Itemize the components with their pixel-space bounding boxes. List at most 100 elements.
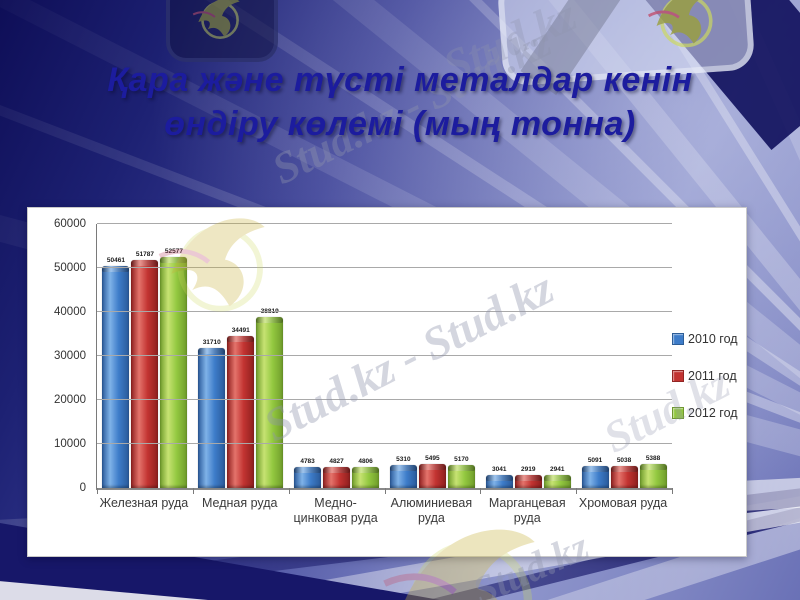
bar-value-label: 51787 — [135, 251, 154, 259]
bar — [639, 464, 667, 488]
bar-group: 50461 51787 52577 — [97, 224, 193, 488]
x-axis-tick — [672, 488, 673, 494]
gridline — [97, 443, 672, 444]
gridline — [97, 267, 672, 268]
bar-wrap: 5495 — [418, 454, 446, 488]
x-axis-category-label: Железная руда — [99, 496, 189, 510]
bar — [198, 348, 226, 488]
bar-value-label: 5091 — [587, 456, 603, 464]
bar — [102, 265, 130, 488]
bar-value-label: 2919 — [520, 466, 536, 474]
bar-wrap: 5038 — [610, 456, 638, 488]
bar-top-cap — [543, 475, 571, 482]
gridline — [97, 355, 672, 356]
legend-marker-icon — [672, 333, 684, 345]
bar — [447, 465, 475, 488]
y-axis-tick-label: 30000 — [54, 350, 86, 362]
bar — [352, 466, 380, 488]
bar-group: 5091 5038 5388 — [576, 224, 672, 488]
bar-top-cap — [323, 466, 351, 473]
y-axis-tick-label: 40000 — [54, 306, 86, 318]
bar — [227, 336, 255, 488]
plot-area: 5046151787525773171034491388194783482748… — [96, 223, 673, 494]
bar-top-cap — [514, 475, 542, 482]
x-axis-labels: Железная руда Медная руда Медно-цинковая р… — [96, 496, 671, 526]
legend-item: 2010 год — [672, 332, 746, 346]
bar — [543, 475, 571, 488]
bar — [256, 317, 284, 488]
x-axis-category-label: Марганцевая руда — [488, 496, 566, 525]
gridline — [97, 223, 672, 224]
bar-value-label: 31710 — [202, 339, 221, 347]
chart-legend: 2010 год 2011 год 2012 год — [672, 332, 746, 420]
bar — [389, 464, 417, 488]
bar-value-label: 5170 — [454, 456, 469, 464]
bar — [294, 466, 322, 488]
y-axis-tick-label: 10000 — [54, 438, 86, 450]
bar-wrap: 31710 — [198, 339, 226, 488]
x-axis-tick — [192, 488, 194, 494]
bar-value-label: 4827 — [329, 457, 344, 465]
bar-top-cap — [389, 464, 417, 471]
x-axis-tick — [384, 488, 386, 494]
bar-top-cap — [581, 465, 609, 472]
bar-value-label: 34491 — [231, 327, 250, 335]
bar-wrap: 5310 — [389, 456, 417, 488]
bar-top-cap — [256, 317, 284, 324]
legend-label: 2010 год — [688, 332, 738, 346]
bar-wrap: 5091 — [581, 456, 609, 488]
x-axis-category-label: Медно-цинковая руда — [293, 496, 378, 525]
legend-label: 2011 год — [688, 369, 737, 383]
bar-top-cap — [198, 348, 226, 355]
legend-item: 2011 год — [672, 369, 746, 383]
slide-title: Қара және түсті металдар кенін өндіру кө… — [107, 61, 693, 144]
y-axis-labels: 0 10000 20000 30000 40000 50000 60000 — [34, 218, 90, 494]
legend-marker-icon — [672, 407, 684, 419]
bar-top-cap — [294, 466, 322, 473]
bar-top-cap — [610, 465, 638, 472]
legend-label: 2012 год — [688, 406, 738, 420]
bar — [581, 465, 609, 488]
bar-wrap: 50461 — [102, 257, 130, 488]
bar — [610, 465, 638, 488]
bar-value-label: 5388 — [645, 455, 661, 463]
bar-top-cap — [102, 265, 130, 272]
bar-top-cap — [160, 256, 188, 263]
y-axis-tick-label: 60000 — [54, 218, 86, 230]
bar — [131, 260, 159, 488]
x-axis-category-label: Алюминиевая руда — [390, 496, 473, 525]
bar — [514, 475, 542, 488]
bar-wrap: 4827 — [323, 457, 351, 488]
legend-item: 2012 год — [672, 406, 746, 420]
bar-groups: 5046151787525773171034491388194783482748… — [97, 224, 672, 488]
x-axis-category-label: Хромовая руда — [578, 496, 668, 510]
bar-top-cap — [352, 466, 380, 473]
bar-value-label: 3041 — [491, 465, 507, 473]
bar-group: 317103449138819 — [193, 224, 289, 488]
bar-value-label: 4783 — [300, 457, 315, 465]
bar — [485, 474, 513, 488]
bar-value-label: 4806 — [358, 457, 373, 465]
x-axis-tick — [480, 488, 482, 494]
bar — [418, 463, 446, 488]
bar-value-label: 5038 — [616, 456, 632, 464]
bar-wrap: 2941 — [543, 466, 571, 488]
bar-top-cap — [418, 463, 446, 470]
y-axis-tick-label: 20000 — [54, 394, 86, 406]
bar-value-label: 2941 — [549, 466, 565, 474]
bar-wrap: 4783 — [294, 457, 322, 488]
y-axis-tick-label: 0 — [79, 482, 86, 494]
bar — [160, 256, 188, 488]
bar-top-cap — [639, 464, 667, 471]
gridline — [97, 311, 672, 312]
bar-wrap: 4806 — [352, 457, 380, 488]
x-axis-tick — [288, 488, 290, 494]
y-axis-tick-label: 50000 — [54, 262, 86, 274]
bar-value-label: 52577 — [164, 247, 183, 255]
legend-marker-icon — [672, 370, 684, 382]
bar-value-label: 5495 — [425, 454, 440, 462]
bar-top-cap — [131, 260, 159, 267]
bar-group: 3041 2919 2941 — [480, 224, 576, 488]
x-axis-tick — [97, 488, 98, 494]
